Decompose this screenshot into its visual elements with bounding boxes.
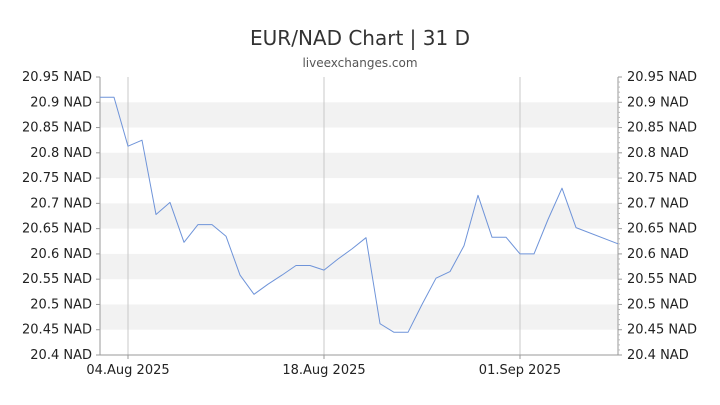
data-point xyxy=(393,332,394,333)
data-point xyxy=(309,265,310,266)
data-point xyxy=(127,146,128,147)
y-tick-label-right: 20.7 NAD xyxy=(627,196,689,211)
y-tick-label-right: 20.4 NAD xyxy=(627,348,689,363)
data-point xyxy=(281,275,282,276)
data-point xyxy=(211,224,212,225)
x-tick-label: 01.Sep 2025 xyxy=(479,363,561,378)
data-point xyxy=(379,323,380,324)
data-point xyxy=(113,97,114,98)
data-point xyxy=(351,248,352,249)
series-line xyxy=(100,96,619,333)
y-tick-label-left: 20.4 NAD xyxy=(30,348,92,363)
data-point xyxy=(365,237,366,238)
data-point xyxy=(141,140,142,141)
data-point xyxy=(253,294,254,295)
data-point xyxy=(519,253,520,254)
y-tick-label-right: 20.8 NAD xyxy=(627,146,689,161)
data-point xyxy=(183,242,184,243)
grid-band xyxy=(100,203,618,229)
y-tick-label-left: 20.8 NAD xyxy=(30,146,92,161)
data-point xyxy=(169,202,170,203)
data-point xyxy=(421,304,422,305)
y-tick-label-left: 20.95 NAD xyxy=(22,70,92,85)
data-point xyxy=(225,236,226,237)
x-tick-label: 04.Aug 2025 xyxy=(86,363,169,378)
y-tick-label-left: 20.5 NAD xyxy=(30,297,92,312)
grid-band xyxy=(100,102,618,128)
grid-band xyxy=(100,253,618,280)
data-point xyxy=(491,237,492,238)
y-tick-label-left: 20.7 NAD xyxy=(30,196,92,211)
data-point xyxy=(435,278,436,279)
y-tick-label-right: 20.75 NAD xyxy=(627,171,697,186)
y-tick-label-left: 20.55 NAD xyxy=(22,272,92,287)
data-point xyxy=(617,243,618,244)
data-point xyxy=(407,332,408,333)
data-point xyxy=(561,188,562,189)
y-tick-label-right: 20.95 NAD xyxy=(627,70,697,85)
data-point xyxy=(239,275,240,276)
data-point xyxy=(295,265,296,266)
y-tick-label-left: 20.75 NAD xyxy=(22,171,92,186)
y-tick-label-right: 20.65 NAD xyxy=(627,222,697,237)
y-tick-label-left: 20.6 NAD xyxy=(30,247,92,262)
data-point xyxy=(323,269,324,270)
y-tick-label-left: 20.9 NAD xyxy=(30,95,92,110)
x-tick-label: 18.Aug 2025 xyxy=(282,363,365,378)
data-point xyxy=(463,245,464,246)
y-tick-label-right: 20.5 NAD xyxy=(627,297,689,312)
data-point xyxy=(197,224,198,225)
grid-band xyxy=(100,152,618,179)
data-point xyxy=(477,195,478,196)
y-tick-label-right: 20.9 NAD xyxy=(627,95,689,110)
y-tick-label-right: 20.55 NAD xyxy=(627,272,697,287)
data-point xyxy=(547,219,548,220)
y-tick-label-left: 20.45 NAD xyxy=(22,323,92,338)
y-tick-label-left: 20.65 NAD xyxy=(22,222,92,237)
data-point xyxy=(267,284,268,285)
y-tick-label-right: 20.85 NAD xyxy=(627,121,697,136)
data-point xyxy=(337,258,338,259)
data-point xyxy=(99,97,100,98)
y-tick-label-right: 20.45 NAD xyxy=(627,323,697,338)
data-point xyxy=(449,271,450,272)
chart-title: EUR/NAD Chart | 31 D xyxy=(250,26,470,50)
grid-band xyxy=(100,304,618,330)
data-point xyxy=(505,237,506,238)
y-tick-label-right: 20.6 NAD xyxy=(627,247,689,262)
y-tick-label-left: 20.85 NAD xyxy=(22,121,92,136)
data-point xyxy=(533,253,534,254)
data-point xyxy=(155,214,156,215)
chart-subtitle: liveexchanges.com xyxy=(302,56,418,70)
data-point xyxy=(575,227,576,228)
